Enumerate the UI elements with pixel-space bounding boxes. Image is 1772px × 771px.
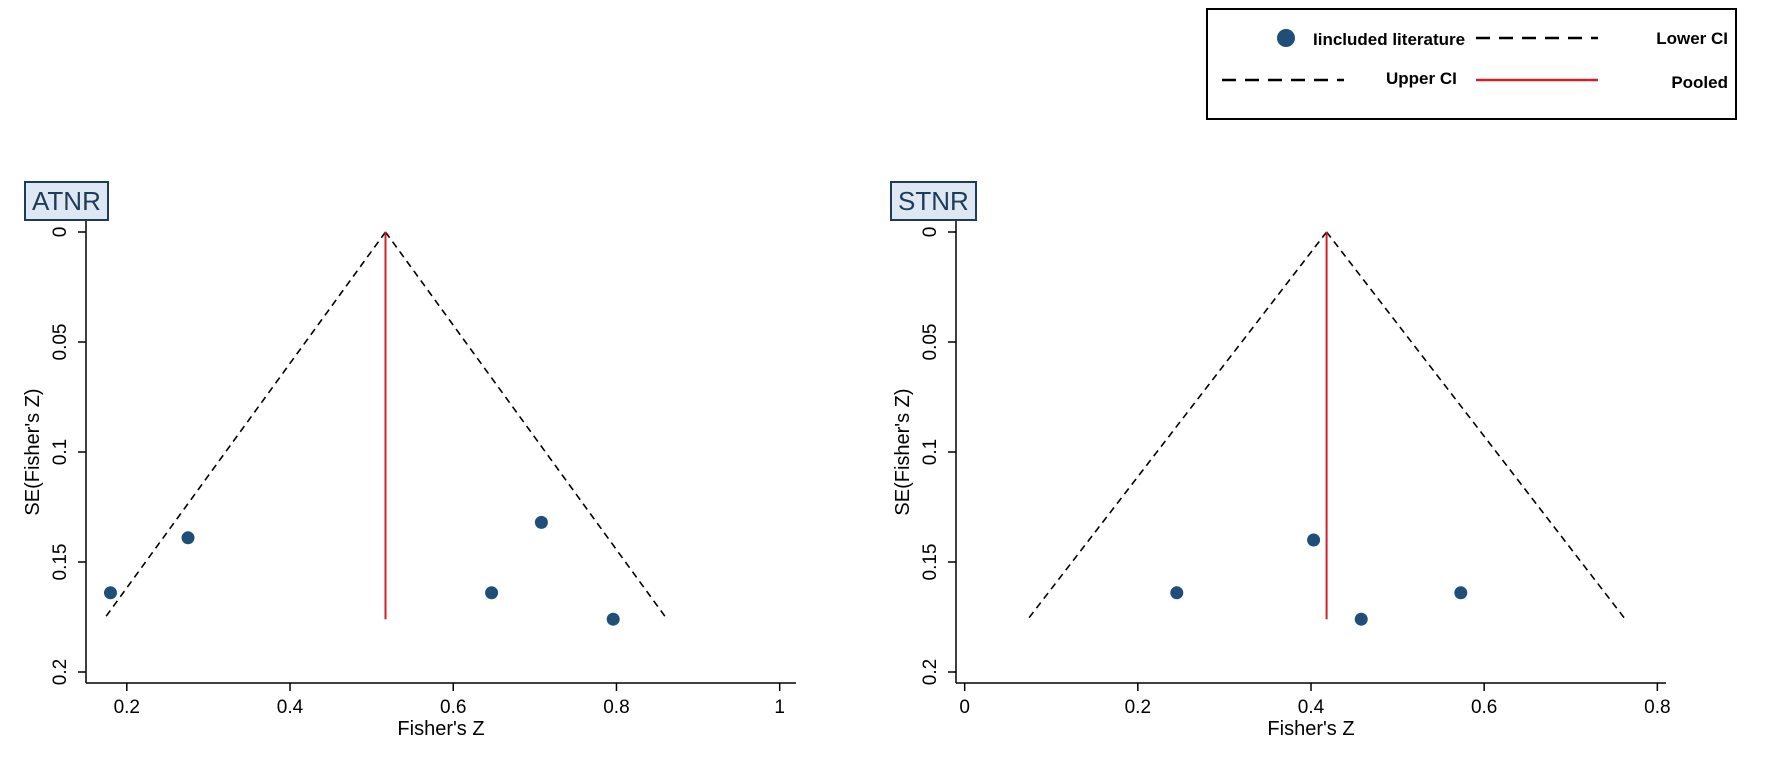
stnr-x-tick-label: 0.4 [1298, 697, 1325, 718]
atnr-lower-ci-line [103, 231, 387, 620]
stnr-study-point [1354, 612, 1368, 626]
stnr-y-tick-label: 0 [920, 227, 941, 238]
stnr-x-tick-label: 0.6 [1471, 697, 1497, 718]
stnr-x-tick-label: 0.2 [1125, 697, 1151, 718]
atnr-y-axis-title: SE(Fisher's Z) [22, 388, 44, 515]
atnr-study-point [606, 612, 620, 626]
atnr-study-point [103, 586, 117, 600]
atnr-study-point [485, 586, 499, 600]
atnr-y-tick-label: 0 [50, 227, 71, 238]
atnr-x-tick-label: 0.2 [114, 697, 140, 718]
legend-label-pooled: Pooled [1671, 73, 1728, 92]
atnr-x-tick-label: 0.6 [440, 697, 466, 718]
atnr-upper-ci-line [384, 231, 668, 620]
stnr-y-axis-title: SE(Fisher's Z) [892, 388, 914, 515]
legend-label-lower-ci: Lower CI [1656, 29, 1728, 48]
atnr-x-tick-label: 0.4 [277, 697, 304, 718]
legend-label-upper-ci: Upper CI [1386, 69, 1457, 88]
atnr-x-tick-label: 0.8 [603, 697, 629, 718]
stnr-lower-ci-line [1027, 231, 1328, 620]
stnr-y-tick-label: 0.2 [920, 659, 941, 685]
stnr-x-tick-label: 0 [959, 697, 970, 718]
atnr-y-tick-label: 0.1 [50, 439, 71, 465]
atnr-study-point [534, 515, 548, 529]
stnr-study-point [1307, 533, 1321, 547]
atnr-panel-tag: ATNR [24, 181, 109, 221]
atnr-x-axis-title: Fisher's Z [397, 718, 484, 740]
stnr-study-point [1454, 586, 1468, 600]
stnr-x-axis-title: Fisher's Z [1267, 718, 1354, 740]
stnr-y-tick-label: 0.05 [920, 324, 941, 361]
stnr-x-tick-label: 0.8 [1644, 697, 1670, 718]
atnr-y-tick-label: 0.2 [50, 659, 71, 685]
atnr-x-tick-label: 1 [774, 697, 785, 718]
legend-symbols: Iincluded literature Lower CI Upper CI P… [1222, 29, 1728, 92]
atnr-y-tick-label: 0.05 [50, 324, 71, 361]
stnr-y-tick-label: 0.15 [920, 544, 941, 581]
stnr-study-point [1170, 586, 1184, 600]
stnr-upper-ci-line [1325, 231, 1626, 620]
stnr-y-tick-label: 0.1 [920, 439, 941, 465]
legend-marker-symbol [1277, 29, 1295, 47]
atnr-y-tick-label: 0.15 [50, 544, 71, 581]
legend: Iincluded literature Lower CI Upper CI P… [1206, 8, 1737, 120]
stnr-panel-tag: STNR [890, 181, 977, 221]
legend-label-included: Iincluded literature [1313, 30, 1465, 49]
atnr-study-point [181, 531, 195, 545]
